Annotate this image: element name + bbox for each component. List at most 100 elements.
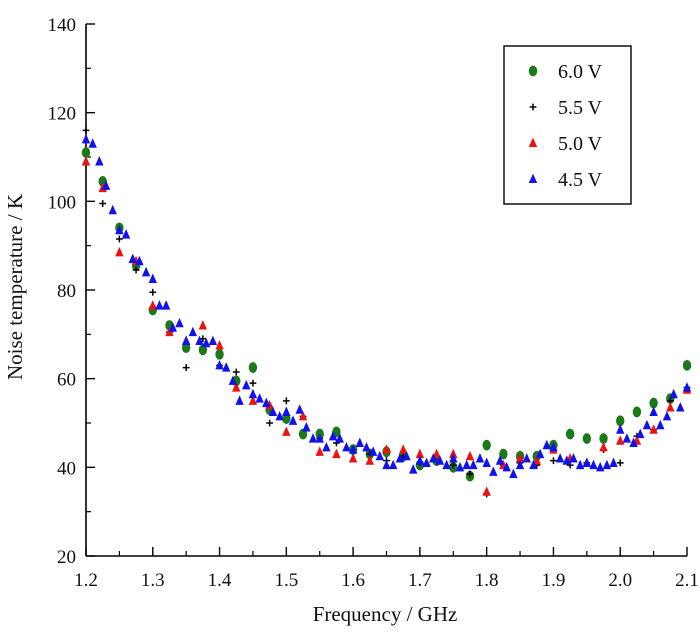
data-point <box>475 453 485 463</box>
data-point <box>295 404 304 414</box>
data-point <box>562 455 571 465</box>
data-point <box>161 300 171 310</box>
data-point <box>368 446 378 456</box>
data-point <box>632 406 642 418</box>
data-point <box>188 326 198 337</box>
data-point <box>215 359 224 370</box>
data-point <box>616 424 625 434</box>
data-point <box>432 448 441 459</box>
data-point <box>529 459 538 470</box>
data-point <box>649 424 658 434</box>
data-point <box>328 430 338 441</box>
data-point <box>469 459 478 470</box>
x-tick-label: 1.7 <box>408 570 432 591</box>
data-point <box>415 448 425 459</box>
data-point <box>449 453 458 463</box>
y-tick-label: 80 <box>57 281 76 302</box>
data-point <box>515 459 525 470</box>
data-point <box>115 235 123 243</box>
data-point <box>395 453 405 463</box>
data-point <box>181 335 191 346</box>
data-point <box>248 388 258 399</box>
y-tick-label: 20 <box>57 547 76 568</box>
legend-marker <box>528 65 538 77</box>
data-point <box>669 388 678 399</box>
data-point <box>148 300 157 310</box>
data-point <box>248 362 258 373</box>
data-point <box>466 470 474 478</box>
data-point <box>666 402 675 412</box>
data-point <box>616 435 625 445</box>
data-point <box>298 410 308 421</box>
data-point <box>502 461 511 472</box>
data-point <box>268 406 278 416</box>
data-point <box>175 317 184 328</box>
data-point <box>656 419 665 430</box>
data-point <box>88 138 97 148</box>
data-point <box>555 453 565 463</box>
data-point <box>499 448 508 460</box>
data-point <box>442 459 451 470</box>
x-tick-label: 2.0 <box>608 570 632 591</box>
data-point <box>682 359 692 371</box>
data-point <box>195 335 204 346</box>
data-point <box>232 368 240 376</box>
legend-box <box>503 45 632 205</box>
data-point <box>182 364 190 371</box>
x-axis-ticks: 1.2 1.3 1.4 1.5 1.6 1.7 1.8 1.9 2.0 2.1 <box>74 547 699 591</box>
data-point <box>222 362 231 372</box>
data-point <box>649 406 658 416</box>
data-point <box>282 426 291 436</box>
data-point <box>398 444 408 454</box>
data-point <box>482 457 491 467</box>
data-point <box>569 453 578 463</box>
legend-label: 6.0 V <box>558 61 603 83</box>
data-point <box>332 448 341 459</box>
data-point <box>535 448 545 459</box>
data-point <box>589 459 598 470</box>
legend-label: 5.0 V <box>558 133 603 155</box>
data-point <box>335 433 344 443</box>
data-point <box>435 455 445 465</box>
data-point <box>599 433 608 444</box>
data-point <box>348 444 358 454</box>
data-point <box>249 379 257 387</box>
data-point <box>81 147 91 158</box>
data-point <box>609 457 618 467</box>
data-point <box>255 393 264 403</box>
data-point <box>121 229 131 239</box>
data-point <box>382 459 391 470</box>
data-point <box>235 395 244 405</box>
x-tick-label: 1.6 <box>341 570 365 591</box>
data-point <box>308 433 318 443</box>
data-point <box>495 455 505 465</box>
data-point <box>402 450 411 461</box>
data-point <box>275 410 284 421</box>
y-axis-title: Noise temperature / K <box>3 194 27 380</box>
data-point <box>649 397 658 409</box>
data-point <box>482 486 491 496</box>
data-point <box>595 461 605 472</box>
data-point <box>616 415 625 427</box>
data-point <box>282 397 290 405</box>
data-point <box>599 441 608 452</box>
data-point <box>282 406 291 416</box>
data-point <box>662 410 672 421</box>
data-point <box>375 450 385 461</box>
data-point <box>208 335 218 346</box>
data-point <box>550 457 557 465</box>
y-axis-ticks: 20 40 60 80 100 120 140 <box>48 15 95 568</box>
y-tick-label: 120 <box>48 104 77 125</box>
x-axis-title: Frequency / GHz <box>313 602 458 626</box>
x-tick-label: 1.8 <box>475 570 499 591</box>
data-point <box>682 382 692 392</box>
data-point <box>266 419 274 427</box>
data-point <box>629 437 638 447</box>
data-point <box>242 379 251 390</box>
data-point <box>575 459 585 470</box>
data-point <box>198 320 208 330</box>
data-point <box>128 253 137 264</box>
data-point <box>322 441 331 452</box>
data-point <box>532 455 541 465</box>
